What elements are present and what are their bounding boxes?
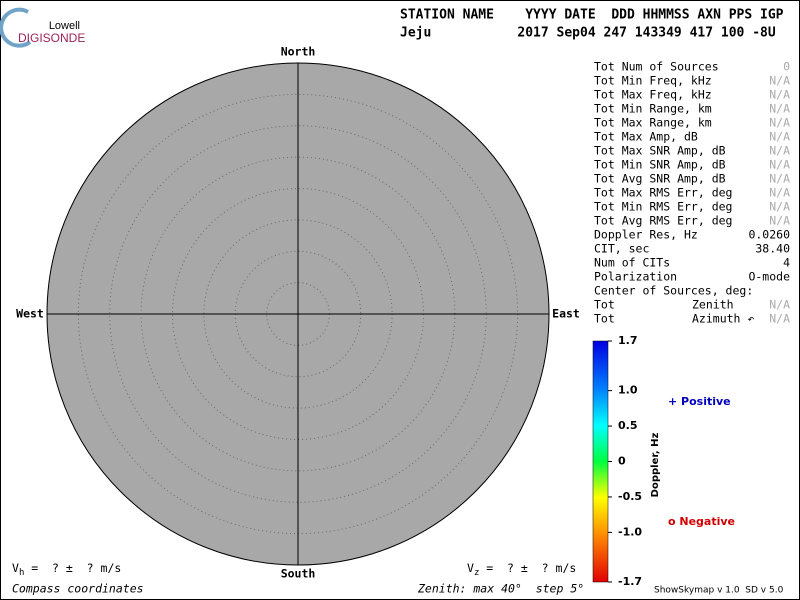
colorbar-tick-label: 0.5 [618, 419, 638, 432]
west-label: West [16, 307, 44, 321]
header-labels: STATION NAME YYYY DATE DDD HHMMSS AXN PP… [400, 8, 784, 23]
sky-plot [46, 62, 550, 566]
coords-note: Compass coordinates [12, 582, 144, 596]
row-value: O-mode [748, 270, 790, 284]
row-value: N/A [769, 130, 790, 144]
row-label: CIT, sec [594, 242, 649, 256]
colorbar-title: Doppler, Hz [650, 433, 661, 498]
row-label: Tot Num of Sources [594, 60, 719, 74]
row-value: N/A [769, 144, 790, 158]
version: ShowSkymap v 1.0 SD v 5.0 [654, 586, 784, 596]
colorbar [592, 340, 609, 583]
row-value: N/A [769, 88, 790, 102]
row-label: Tot Min Range, km [594, 102, 712, 116]
vh: Vh = ? ± ? m/s [12, 561, 121, 578]
row-label: Tot Avg SNR Amp, dB [594, 172, 726, 186]
row-label: Tot Min RMS Err, deg [594, 200, 732, 214]
row-value: 38.40 [755, 242, 790, 256]
row-label: Tot [594, 312, 615, 326]
east-label: East [552, 307, 580, 321]
row-value: 4 [783, 256, 790, 270]
zenith-note: Zenith: max 40° step 5° [417, 582, 584, 596]
row-label: Tot [594, 298, 615, 312]
stats-table: Tot Num of Sources 0 Tot Min Freq, kHz N/A T… [594, 60, 790, 326]
positive-legend: + Positive [668, 395, 731, 408]
row-label: Doppler Res, Hz [594, 228, 698, 242]
row-label: Num of CITs [594, 256, 670, 270]
colorbar-tick-label: -1.7 [618, 575, 642, 588]
negative-legend: o Negative [668, 515, 735, 528]
row-value: N/A [769, 200, 790, 214]
row-label: Tot Min Freq, kHz [594, 74, 712, 88]
logo-top: Lowell [49, 20, 80, 32]
logo-arc [0, 7, 32, 48]
row-label: Tot Max RMS Err, deg [594, 186, 732, 200]
colorbar-tick-label: 0 [618, 455, 626, 468]
row-value: N/A [769, 102, 790, 116]
row-label: Tot Max Freq, kHz [594, 88, 712, 102]
row-value: N/A [769, 172, 790, 186]
row-label: Tot Min SNR Amp, dB [594, 158, 726, 172]
row-label: Polarization [594, 270, 677, 284]
row-value: N/A [769, 214, 790, 228]
north-label: North [281, 45, 316, 59]
colorbar-tick-label: 1.7 [618, 334, 638, 347]
colorbar-ticks: 1.7 1.0 0.5 0 -0.5 -1.0 -1.7 [608, 334, 642, 588]
row-value: N/A [769, 158, 790, 172]
row-value: N/A [769, 74, 790, 88]
row-value: N/A [769, 186, 790, 200]
logo-bottom: DIGISONDE [18, 31, 85, 45]
colorbar-tick-label: 1.0 [618, 384, 638, 397]
row-label: Tot Max Amp, dB [594, 130, 698, 144]
vz: Vz = ? ± ? m/s [467, 561, 576, 578]
row-value: N/A [769, 116, 790, 130]
row-field: Azimuth ↶ [692, 312, 754, 326]
row-value: 0 [783, 60, 790, 74]
row-label: Center of Sources, deg: [594, 284, 753, 298]
row-value: 0.0260 [748, 228, 790, 242]
header-values: Jeju 2017 Sep04 247 143349 417 100 -8U [400, 26, 776, 41]
row-label: Tot Max SNR Amp, dB [594, 144, 726, 158]
row-value: N/A [769, 312, 790, 326]
south-label: South [281, 567, 316, 581]
row-field: Zenith [692, 298, 734, 312]
colorbar-tick-label: -0.5 [618, 490, 642, 503]
colorbar-tick-label: -1.0 [618, 525, 642, 538]
row-value: N/A [769, 298, 790, 312]
row-label: Tot Avg RMS Err, deg [594, 214, 732, 228]
row-label: Tot Max Range, km [594, 116, 712, 130]
